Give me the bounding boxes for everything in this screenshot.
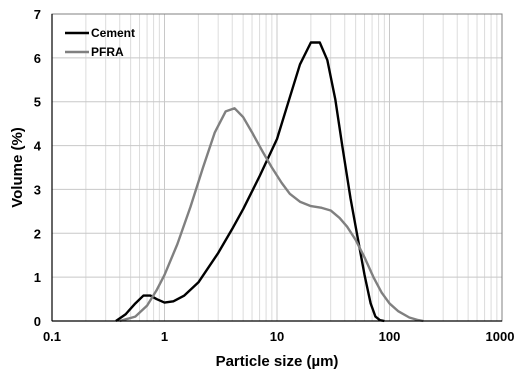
series-line-pfra — [119, 107, 424, 323]
y-tick-label: 0 — [34, 314, 41, 329]
y-tick-label: 7 — [34, 7, 41, 22]
axes — [51, 13, 503, 322]
legend: Cement PFRA — [65, 26, 135, 59]
y-tick-label: 5 — [34, 95, 41, 110]
series-line-cement — [115, 41, 385, 323]
legend-label-cement: Cement — [91, 26, 135, 40]
x-tick-label: 100 — [379, 329, 401, 344]
series-group — [115, 41, 424, 323]
y-axis-title: Volume (%) — [9, 127, 26, 208]
x-axis-title: Particle size (µm) — [216, 353, 339, 370]
x-tick-label: 0.1 — [43, 329, 61, 344]
y-tick-label: 3 — [34, 182, 41, 197]
tick-labels: 0.1 1 10 100 1000 0 1 2 3 4 5 6 7 — [34, 7, 515, 344]
y-tick-label: 6 — [34, 51, 41, 66]
grid — [51, 13, 502, 322]
y-tick-label: 4 — [34, 139, 42, 154]
x-tick-label: 10 — [270, 329, 284, 344]
y-tick-label: 2 — [34, 226, 41, 241]
legend-label-pfra: PFRA — [91, 45, 124, 59]
y-tick-label: 1 — [34, 270, 41, 285]
x-tick-label: 1 — [161, 329, 168, 344]
x-tick-label: 1000 — [486, 329, 515, 344]
